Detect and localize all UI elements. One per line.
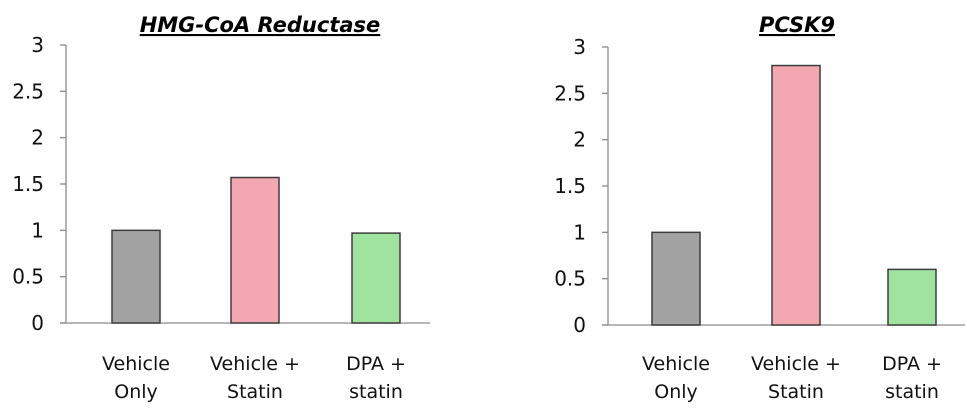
x-category-label-line: Vehicle bbox=[102, 353, 170, 375]
bar-vehicle-only bbox=[111, 229, 161, 324]
x-category-label-line: Vehicle + bbox=[751, 353, 841, 375]
y-tick-label: 3 bbox=[31, 33, 44, 57]
y-tick-label: 2.5 bbox=[12, 79, 44, 103]
x-category-label-line: statin bbox=[885, 381, 939, 403]
x-category-label: Vehicle + Statin bbox=[210, 353, 300, 403]
x-category-label-line: DPA + bbox=[882, 353, 942, 375]
y-tick-label: 2 bbox=[573, 128, 586, 152]
bar-dpa-statin bbox=[887, 268, 937, 326]
x-category-label: Vehicle + Statin bbox=[751, 353, 841, 403]
y-tick-label: 2 bbox=[31, 126, 44, 150]
y-tick-label: 3 bbox=[573, 35, 586, 59]
x-category-label: DPA + statin bbox=[346, 353, 406, 403]
chart-title: PCSK9 bbox=[759, 13, 835, 37]
y-tick-label: 1.5 bbox=[554, 174, 586, 198]
bar-vehicle-statin bbox=[230, 176, 280, 324]
x-category-label-line: Statin bbox=[227, 381, 283, 403]
y-tick-label: 1 bbox=[31, 218, 44, 242]
y-tick-label: 2.5 bbox=[554, 81, 586, 105]
x-category-label-line: Vehicle + bbox=[210, 353, 300, 375]
bar-dpa-statin bbox=[351, 232, 401, 324]
x-category-label-line: Vehicle bbox=[642, 353, 710, 375]
x-category-label-line: DPA + bbox=[346, 353, 406, 375]
y-tick-label: 0.5 bbox=[12, 265, 44, 289]
y-tick-label: 0 bbox=[573, 313, 586, 337]
chart-title: HMG-CoA Reductase bbox=[140, 13, 381, 37]
y-tick-label: 1 bbox=[573, 220, 586, 244]
x-category-label-line: Only bbox=[114, 381, 158, 403]
y-tick-label: 0 bbox=[31, 311, 44, 335]
y-tick-label: 0.5 bbox=[554, 267, 586, 291]
bar-vehicle-statin bbox=[771, 64, 821, 326]
x-category-label-line: Only bbox=[654, 381, 698, 403]
chart-panel-pcsk9: PCSK9 0 0.5 1 1.5 2 2.5 3 Vehicle Only Vehicle + St… bbox=[554, 13, 965, 403]
x-category-label: DPA + statin bbox=[882, 353, 942, 403]
x-category-label-line: Statin bbox=[768, 381, 824, 403]
x-category-label-line: statin bbox=[349, 381, 403, 403]
y-tick-label: 1.5 bbox=[12, 172, 44, 196]
bar-vehicle-only bbox=[651, 231, 701, 326]
x-category-label: Vehicle Only bbox=[102, 353, 170, 403]
x-category-label: Vehicle Only bbox=[642, 353, 710, 403]
chart-panel-hmg-coa-reductase: HMG-CoA Reductase 0 0.5 1 1.5 2 2.5 3 Vehicle Onl… bbox=[12, 13, 430, 403]
